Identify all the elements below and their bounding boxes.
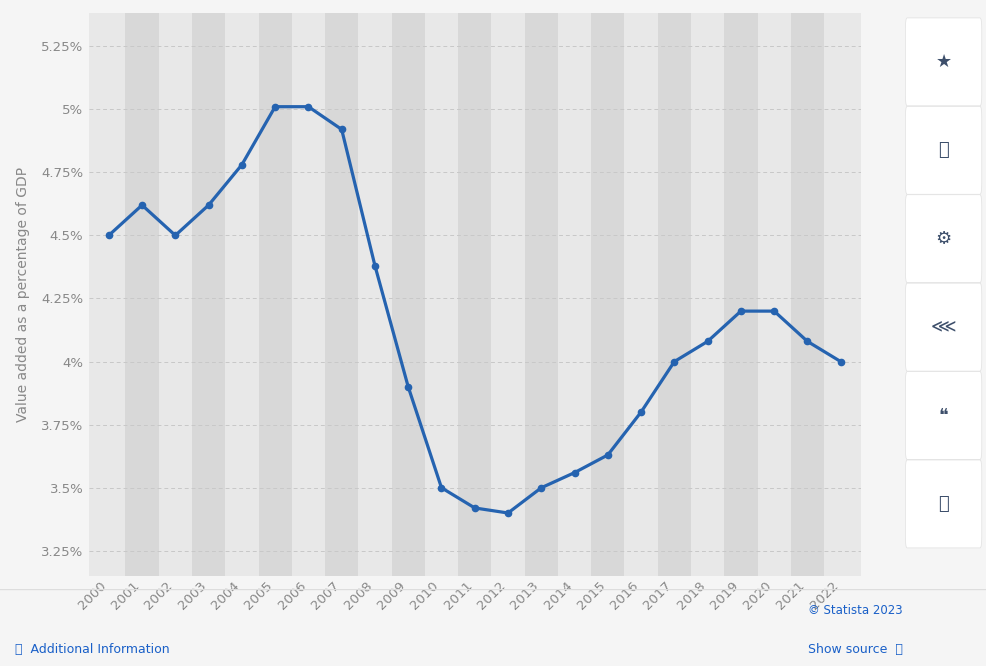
Bar	[292, 13, 324, 576]
Bar	[391, 13, 424, 576]
Bar	[92, 13, 125, 576]
Bar	[225, 13, 258, 576]
Text: ⓘ  Additional Information: ⓘ Additional Information	[15, 643, 170, 655]
Y-axis label: Value added as a percentage of GDP: Value added as a percentage of GDP	[16, 167, 30, 422]
Bar	[690, 13, 724, 576]
FancyBboxPatch shape	[904, 194, 981, 282]
FancyBboxPatch shape	[904, 372, 981, 460]
Bar	[724, 13, 757, 576]
Bar	[358, 13, 391, 576]
Bar	[757, 13, 790, 576]
Bar	[624, 13, 657, 576]
Bar	[557, 13, 591, 576]
Bar	[790, 13, 823, 576]
Text: ★: ★	[935, 53, 951, 71]
Bar	[491, 13, 525, 576]
Text: 🔔: 🔔	[938, 141, 948, 159]
Text: ❝: ❝	[938, 406, 948, 424]
FancyBboxPatch shape	[904, 107, 981, 194]
Text: ⚙: ⚙	[935, 230, 951, 248]
Bar	[258, 13, 292, 576]
Bar	[159, 13, 191, 576]
Bar	[657, 13, 690, 576]
FancyBboxPatch shape	[904, 18, 981, 106]
Text: ⋘: ⋘	[930, 318, 955, 336]
Bar	[823, 13, 857, 576]
Bar	[525, 13, 557, 576]
Bar	[125, 13, 159, 576]
Bar	[424, 13, 458, 576]
Bar	[591, 13, 624, 576]
FancyBboxPatch shape	[904, 283, 981, 371]
Text: 🖨: 🖨	[938, 495, 948, 513]
Bar	[458, 13, 491, 576]
Bar	[191, 13, 225, 576]
Bar	[324, 13, 358, 576]
Text: Show source  ⓘ: Show source ⓘ	[808, 643, 902, 655]
Text: © Statista 2023: © Statista 2023	[808, 604, 902, 617]
FancyBboxPatch shape	[904, 460, 981, 548]
